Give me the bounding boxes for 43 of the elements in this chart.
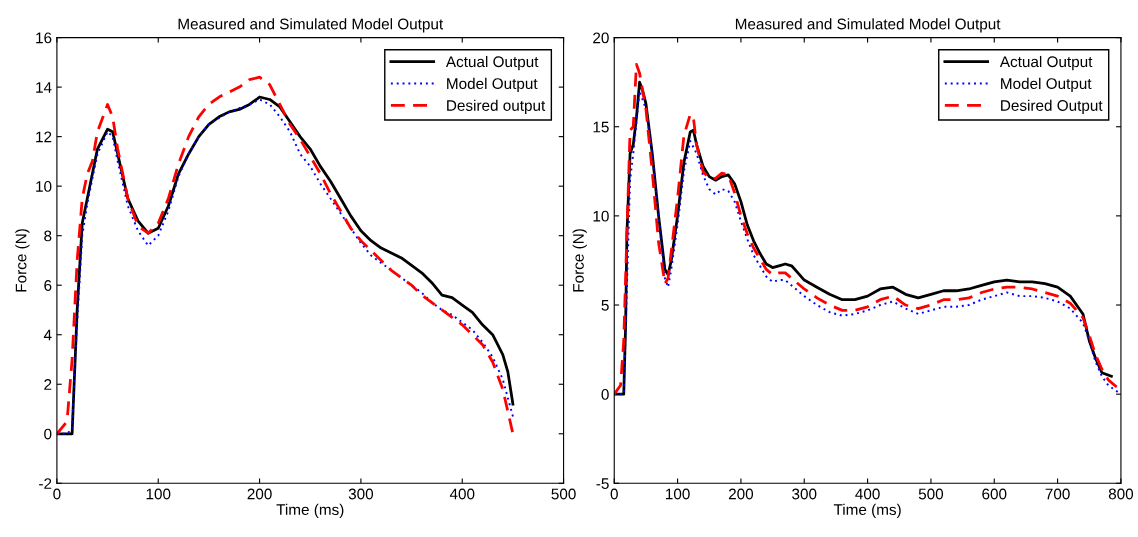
y-tick-label: 14 <box>36 82 52 93</box>
legend-label: Model Output <box>447 77 538 93</box>
y-tick-label: 6 <box>44 280 52 291</box>
y-tick-label: 0 <box>44 428 52 440</box>
legend-label: Actual Output <box>999 55 1093 71</box>
y-tick-label: 0 <box>601 389 609 400</box>
y-tick-label: 16 <box>36 32 52 44</box>
x-tick-label: 100 <box>666 488 690 500</box>
legend-label: Desired Output <box>1001 99 1103 114</box>
x-tick-label: 100 <box>146 488 171 500</box>
x-tick-label: 600 <box>982 488 1007 500</box>
x-tick-label: 800 <box>1108 488 1134 500</box>
y-tick-label: 20 <box>593 32 609 44</box>
chart-title: Measured and Simulated Model Output <box>735 18 1001 33</box>
legend-label: Model Output <box>1001 77 1092 93</box>
y-tick-label: 5 <box>601 300 609 311</box>
x-tick-label: 200 <box>247 488 272 500</box>
chart-title: Measured and Simulated Model Output <box>178 18 444 33</box>
y-tick-label: 2 <box>44 379 52 390</box>
x-tick-label: 0 <box>610 488 618 500</box>
y-tick-label: -2 <box>39 478 52 489</box>
x-tick-label: 500 <box>918 488 944 500</box>
y-tick-label: 10 <box>36 181 52 192</box>
x-tick-label: 700 <box>1045 488 1070 500</box>
y-tick-label: 10 <box>593 210 609 222</box>
x-axis-title: Time (ms) <box>276 503 344 519</box>
x-tick-label: 200 <box>728 488 754 500</box>
y-tick-label: 12 <box>36 131 52 143</box>
y-axis-title: Force (N) <box>572 229 587 292</box>
y-tick-label: 4 <box>43 329 52 341</box>
x-tick-label: 300 <box>792 488 817 500</box>
x-tick-label: 500 <box>551 488 576 500</box>
legend-label: Desired output <box>447 99 546 114</box>
x-tick-label: 400 <box>855 488 880 500</box>
y-tick-label: 8 <box>44 230 52 242</box>
x-tick-label: 400 <box>449 488 475 500</box>
y-tick-label: -5 <box>596 478 609 489</box>
y-tick-label: 15 <box>593 121 609 133</box>
y-axis-title: Force (N) <box>15 229 30 292</box>
x-tick-label: 0 <box>53 488 61 500</box>
x-axis-title: Time (ms) <box>833 503 901 519</box>
x-tick-label: 300 <box>348 488 374 500</box>
legend-label: Actual Output <box>445 55 539 71</box>
